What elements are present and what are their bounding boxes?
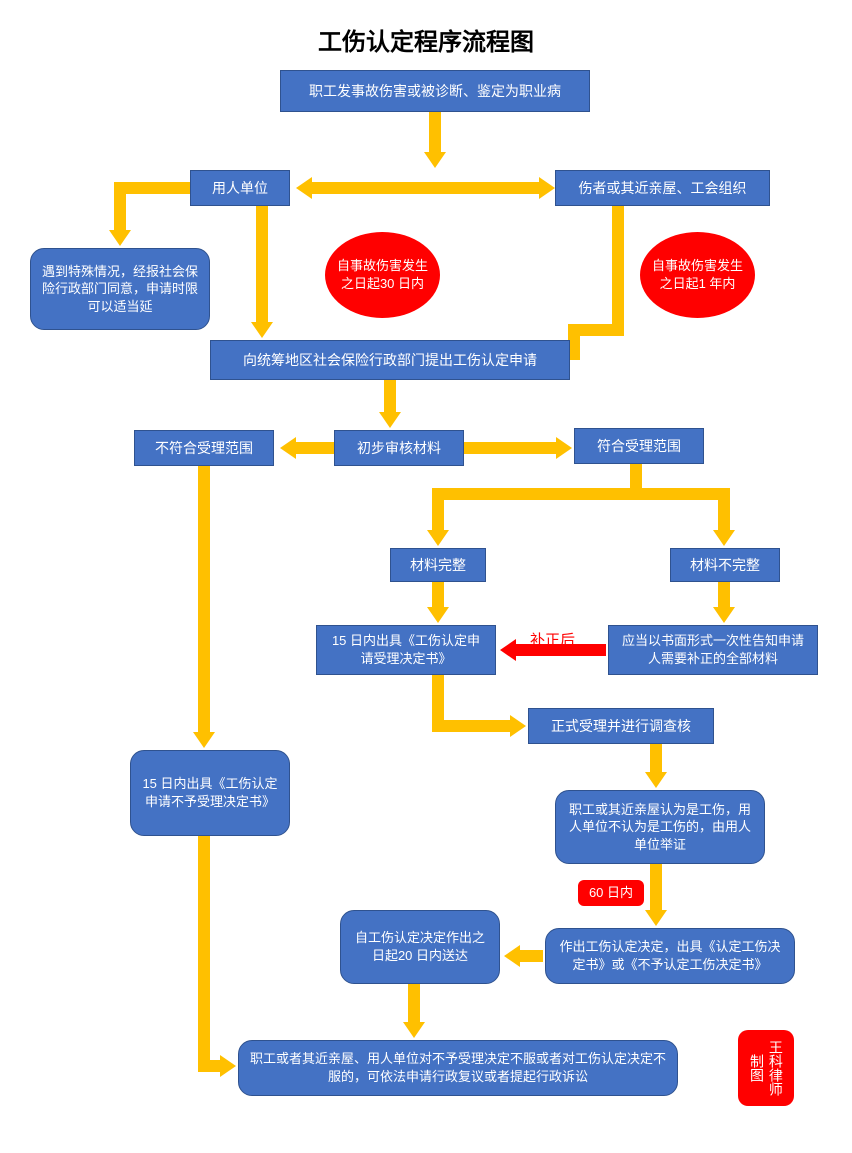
node-appeal: 职工或者其近亲屋、用人单位对不予受理决定不服或者对工伤认定决定不服的，可依法申请… bbox=[238, 1040, 678, 1096]
node-investigate: 正式受理并进行调查核 bbox=[528, 708, 714, 744]
node-accept: 符合受理范围 bbox=[574, 428, 704, 464]
node-decision: 作出工伤认定决定，出具《认定工伤决定书》或《不予认定工伤决定书》 bbox=[545, 928, 795, 984]
node-apply: 向统筹地区社会保险行政部门提出工伤认定申请 bbox=[210, 340, 570, 380]
node-ell1y: 自事故伤害发生之日起1 年内 bbox=[640, 232, 755, 318]
node-incomplete: 材料不完整 bbox=[670, 548, 780, 582]
node-burden: 职工或其近亲屋认为是工伤，用人单位不认为是工伤的，由用人单位举证 bbox=[555, 790, 765, 864]
node-noaccept: 不符合受理范围 bbox=[134, 430, 274, 466]
node-start: 职工发事故伤害或被诊断、鉴定为职业病 bbox=[280, 70, 590, 112]
node-stamp: 王科律师制图 bbox=[738, 1030, 794, 1106]
label-correct: 补正后 bbox=[530, 629, 575, 650]
node-reject15: 15 日内出具《工伤认定申请不予受理决定书》 bbox=[130, 750, 290, 836]
node-extend: 遇到特殊情况，经报社会保险行政部门同意，申请时限可以适当延 bbox=[30, 248, 210, 330]
node-ell30: 自事故伤害发生之日起30 日内 bbox=[325, 232, 440, 318]
node-sixty: 60 日内 bbox=[578, 880, 644, 906]
node-notice15: 15 日内出具《工伤认定申请受理决定书》 bbox=[316, 625, 496, 675]
node-complete: 材料完整 bbox=[390, 548, 486, 582]
node-employer: 用人单位 bbox=[190, 170, 290, 206]
chart-title: 工伤认定程序流程图 bbox=[276, 22, 576, 57]
node-inform: 应当以书面形式一次性告知申请人需要补正的全部材料 bbox=[608, 625, 818, 675]
node-deliver20: 自工伤认定决定作出之日起20 日内送达 bbox=[340, 910, 500, 984]
node-review: 初步审核材料 bbox=[334, 430, 464, 466]
node-victim: 伤者或其近亲屋、工会组织 bbox=[555, 170, 770, 206]
flowchart-canvas: 工伤认定程序流程图 职工发事故伤害或被诊断、鉴定为职业病用人单位 伤者或其近亲屋、… bbox=[0, 0, 852, 1153]
